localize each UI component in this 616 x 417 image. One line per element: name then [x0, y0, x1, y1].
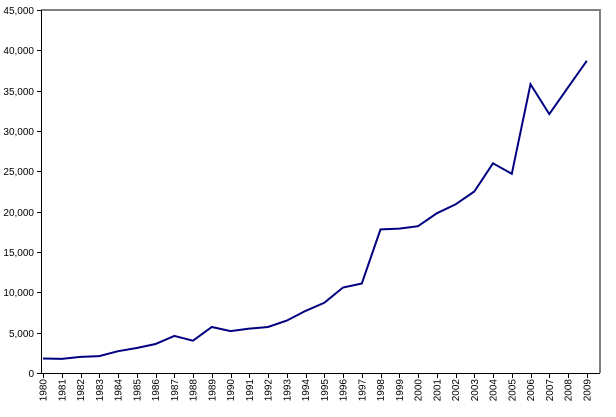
y-tick-label: 15,000: [3, 248, 34, 259]
x-tick-label: 1986: [151, 379, 162, 402]
y-tick-label: 40,000: [3, 46, 34, 57]
y-tick-label: 0: [28, 369, 34, 380]
y-tick-label: 20,000: [3, 208, 34, 219]
x-tick-label: 1982: [76, 379, 87, 402]
x-tick-label: 2002: [451, 379, 462, 402]
x-tick-label: 1984: [114, 379, 125, 402]
x-tick-label: 1994: [301, 379, 312, 402]
x-tick-label: 2009: [582, 379, 593, 402]
x-tick-label: 2000: [414, 379, 425, 402]
y-tick-label: 35,000: [3, 87, 34, 98]
x-tick-label: 1989: [207, 379, 218, 402]
x-tick-label: 1999: [395, 379, 406, 402]
x-tick-label: 1993: [282, 379, 293, 402]
x-tick-label: 1992: [264, 379, 275, 402]
y-tick-label: 25,000: [3, 167, 34, 178]
x-tick-label: 2007: [545, 379, 556, 402]
data-series-line: [42, 60, 588, 360]
x-tick-label: 2004: [489, 379, 500, 402]
y-axis-ticks: 0 5,000 10,000 15,000 20,000 25,000 30,000 35,0…: [3, 6, 42, 380]
y-tick-label: 10,000: [3, 288, 34, 299]
x-tick-label: 1981: [57, 379, 68, 402]
x-tick-label: 2005: [507, 379, 518, 402]
y-tick-label: 30,000: [3, 127, 34, 138]
x-axis-ticks: 1980 1981 1982 1983 1984 1985 1986 1987 1988 1989…: [39, 374, 593, 402]
x-tick-label: 1990: [226, 379, 237, 402]
x-tick-label: 1983: [95, 379, 106, 402]
y-tick-label: 5,000: [9, 329, 34, 340]
x-tick-label: 2006: [526, 379, 537, 402]
x-tick-label: 2003: [470, 379, 481, 402]
x-tick-label: 1987: [170, 379, 181, 402]
x-tick-label: 2001: [432, 379, 443, 402]
x-tick-label: 1985: [132, 379, 143, 402]
x-tick-label: 1996: [339, 379, 350, 402]
x-tick-label: 1988: [189, 379, 200, 402]
x-tick-label: 1998: [376, 379, 387, 402]
x-tick-label: 2008: [564, 379, 575, 402]
x-tick-label: 1991: [245, 379, 256, 402]
x-tick-label: 1995: [320, 379, 331, 402]
x-tick-label: 1997: [357, 379, 368, 402]
x-tick-label: 1980: [39, 379, 50, 402]
y-tick-label: 45,000: [3, 6, 34, 17]
